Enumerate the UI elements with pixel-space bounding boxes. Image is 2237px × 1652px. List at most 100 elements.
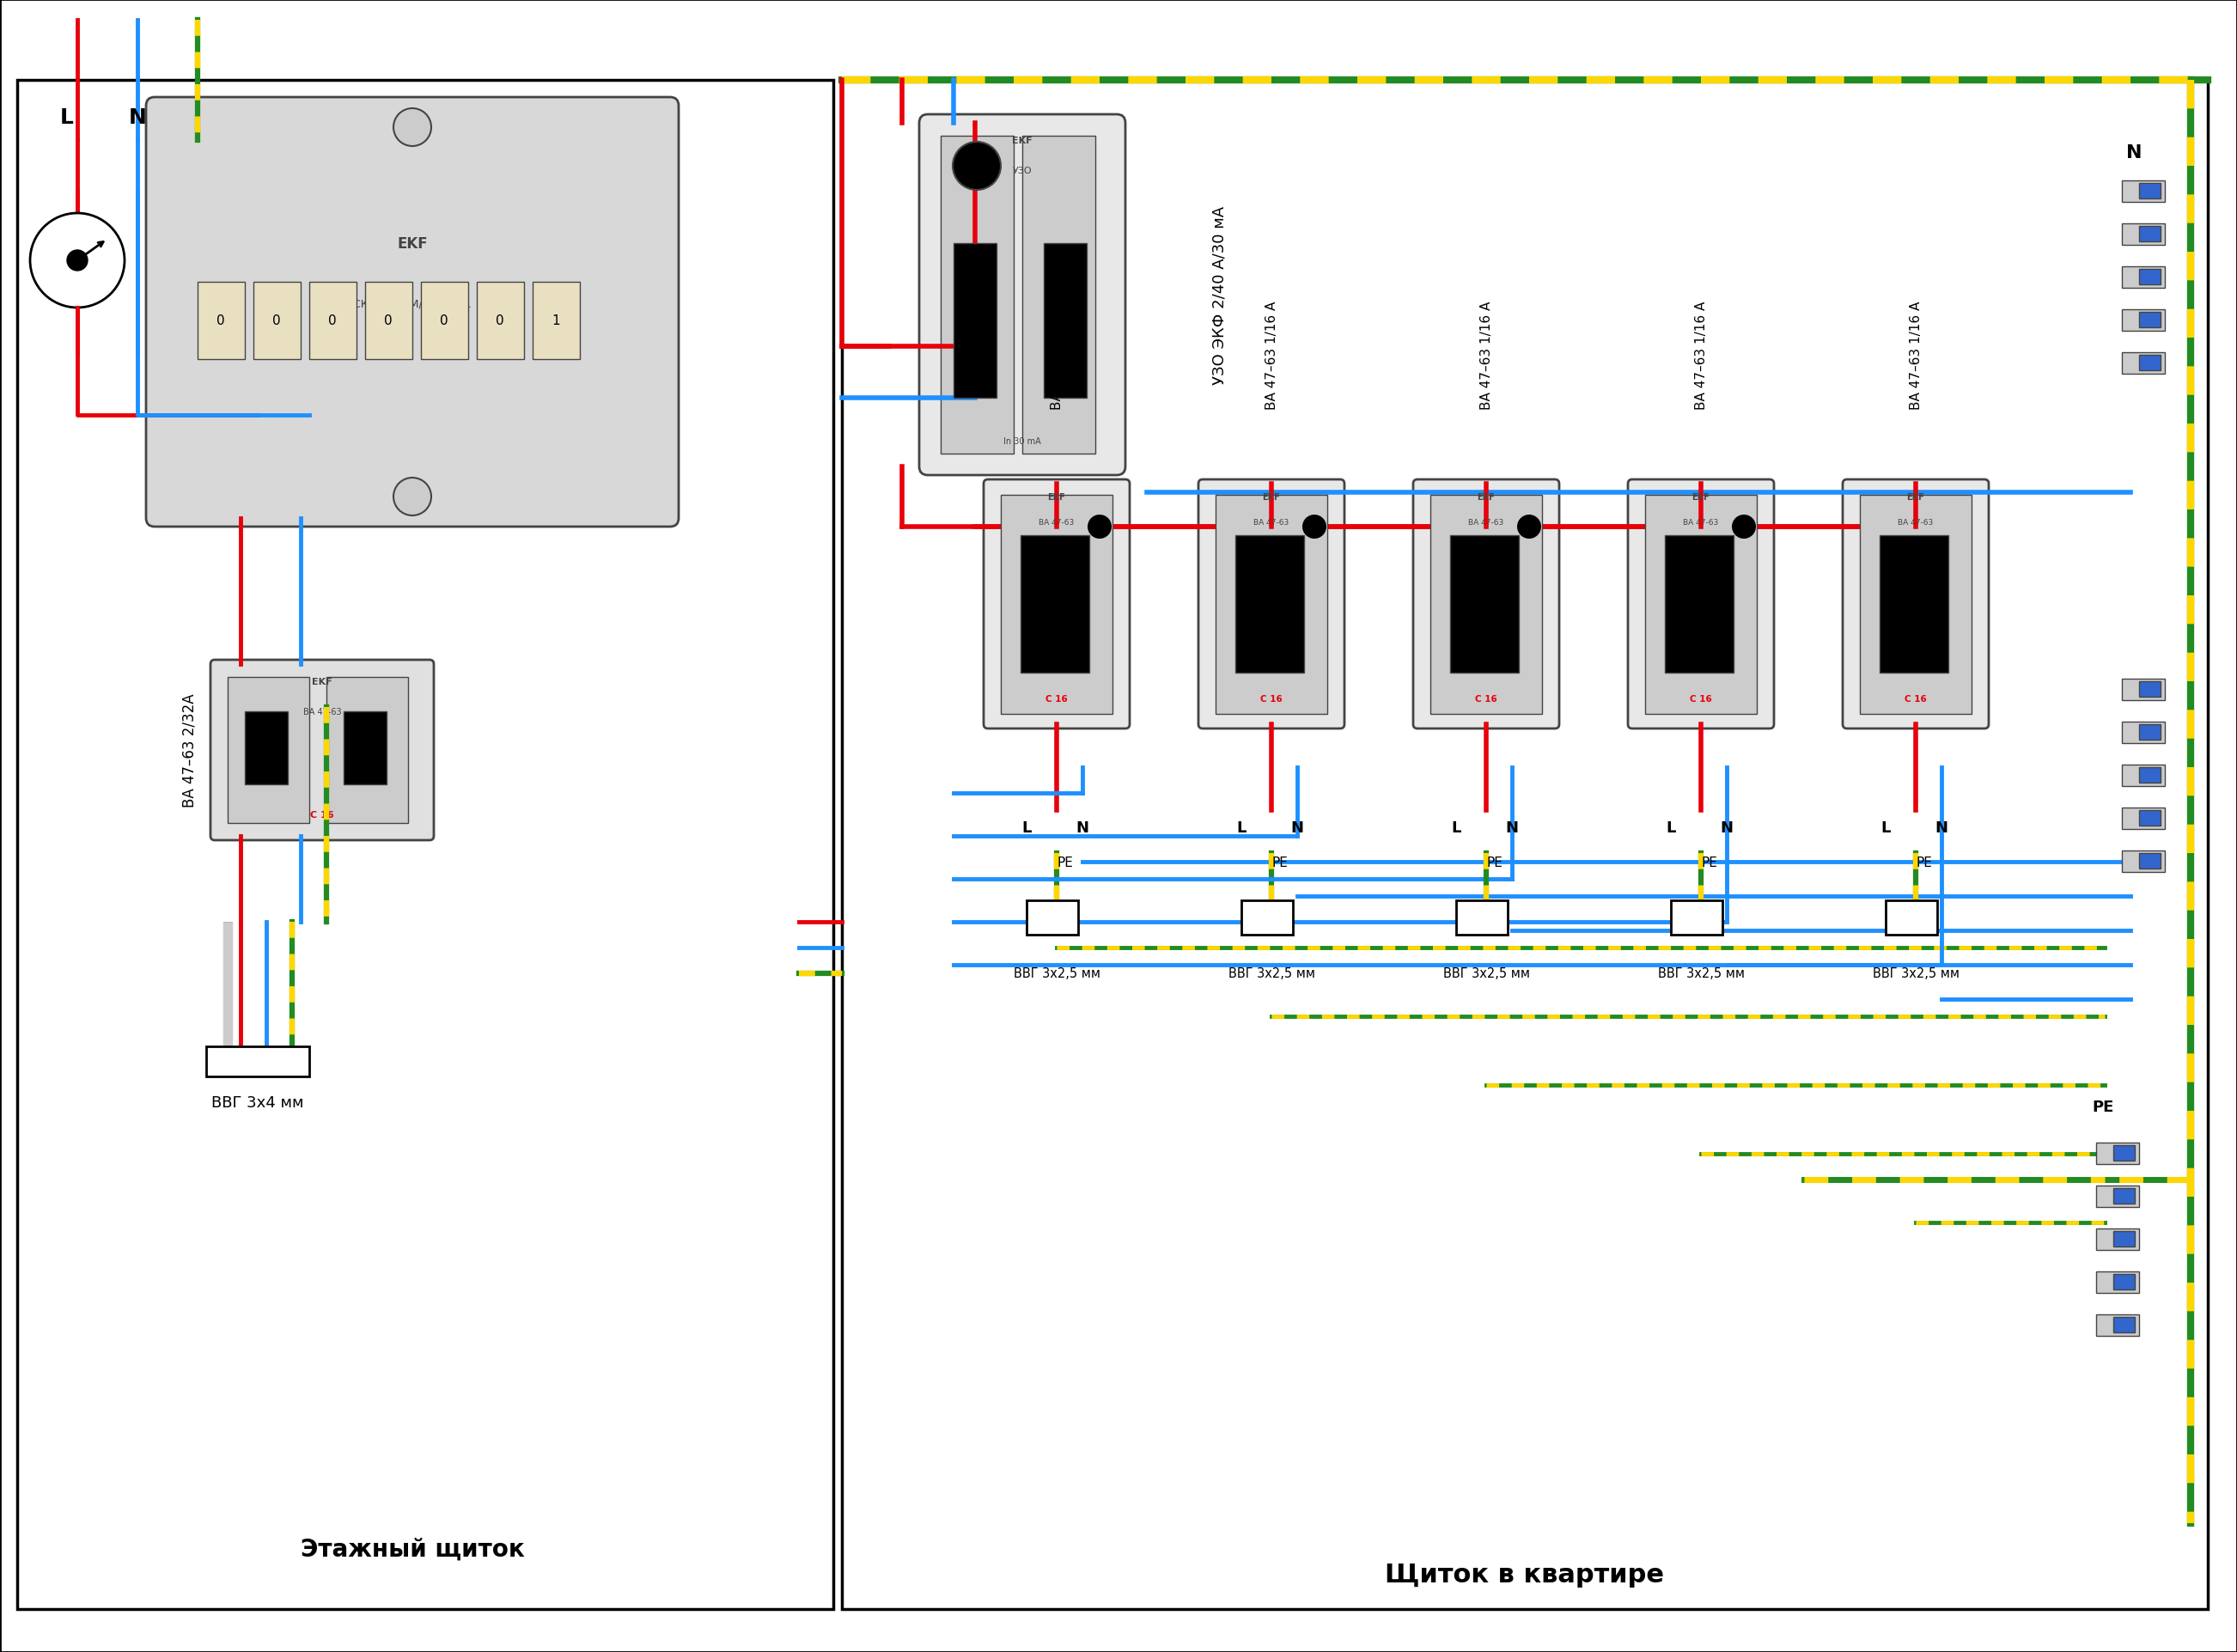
Text: C 16: C 16 (1045, 694, 1067, 704)
Text: L: L (1667, 819, 1676, 836)
FancyBboxPatch shape (210, 661, 434, 841)
Text: ВВГ 3х4 мм: ВВГ 3х4 мм (213, 1095, 304, 1110)
Text: C 16: C 16 (311, 811, 333, 819)
Text: EKF: EKF (396, 236, 427, 251)
Text: L: L (1881, 819, 1890, 836)
FancyBboxPatch shape (1843, 481, 1989, 729)
Bar (2096, 1143, 2139, 1165)
Text: N: N (1506, 819, 1519, 836)
Bar (1879, 535, 1948, 672)
Bar (206, 1047, 309, 1077)
Text: ВА 47–63 1/16 А: ВА 47–63 1/16 А (1264, 301, 1277, 410)
Text: ВВГ 3х2,5 мм: ВВГ 3х2,5 мм (1228, 966, 1315, 980)
Bar (2139, 768, 2161, 783)
Bar (2139, 226, 2161, 243)
Bar (1020, 535, 1089, 672)
Text: ВА 47–63 1/16 А: ВА 47–63 1/16 А (1908, 301, 1922, 410)
Bar (2123, 182, 2165, 203)
Bar (2123, 268, 2165, 289)
Bar (1644, 496, 1756, 714)
Bar (1664, 535, 1734, 672)
Bar (309, 282, 356, 360)
Bar (2123, 225, 2165, 246)
Text: 1: 1 (553, 314, 559, 327)
Circle shape (1087, 515, 1112, 539)
Bar (344, 712, 387, 785)
Text: 0: 0 (273, 314, 282, 327)
Bar (1671, 900, 1722, 935)
FancyBboxPatch shape (1199, 481, 1344, 729)
Circle shape (394, 479, 432, 515)
Bar (1886, 900, 1937, 935)
Bar (2139, 183, 2161, 200)
Text: EKF: EKF (1476, 492, 1494, 502)
Bar (1215, 496, 1327, 714)
Text: 0: 0 (217, 314, 226, 327)
Text: PE: PE (1273, 856, 1289, 869)
Bar (1000, 496, 1112, 714)
Text: ВА 47-63: ВА 47-63 (1253, 519, 1289, 527)
Text: ВА 47-63: ВА 47-63 (1897, 519, 1933, 527)
Text: N: N (2125, 144, 2143, 162)
Text: PE: PE (1058, 856, 1074, 869)
Circle shape (1302, 515, 1327, 539)
Text: PE: PE (2092, 1099, 2114, 1115)
Bar (1027, 900, 1078, 935)
Text: EKF: EKF (311, 677, 333, 686)
Circle shape (29, 213, 125, 309)
Bar (327, 677, 407, 823)
Bar (2096, 1186, 2139, 1208)
Text: ВВГ 3х2,5 мм: ВВГ 3х2,5 мм (1013, 966, 1101, 980)
Text: C 16: C 16 (1689, 694, 1711, 704)
Text: Щиток в квартире: Щиток в квартире (1385, 1563, 1664, 1588)
Text: L: L (1452, 819, 1461, 836)
Bar (841, 81, 2208, 1609)
Text: EKF: EKF (1691, 492, 1709, 502)
Text: УЗО: УЗО (1013, 167, 1031, 175)
Text: L: L (60, 107, 74, 127)
Bar (2114, 1274, 2134, 1290)
Text: ВВГ 3х2,5 мм: ВВГ 3х2,5 мм (1872, 966, 1960, 980)
Bar (421, 282, 468, 360)
Text: EKF: EKF (1906, 492, 1924, 502)
Text: PE: PE (1702, 856, 1718, 869)
Bar (2139, 312, 2161, 329)
Text: ВА 47-63: ВА 47-63 (1038, 519, 1074, 527)
Text: 0: 0 (441, 314, 447, 327)
FancyBboxPatch shape (1414, 481, 1559, 729)
Text: УЗО ЭКФ 2/40 А/30 мА: УЗО ЭКФ 2/40 А/30 мА (1212, 206, 1228, 385)
Text: C 16: C 16 (1259, 694, 1282, 704)
Bar (2123, 722, 2165, 743)
Text: ВА 47–63 1/16 А: ВА 47–63 1/16 А (1049, 301, 1063, 410)
Bar (197, 282, 244, 360)
Bar (2096, 1315, 2139, 1336)
Circle shape (67, 251, 87, 271)
Circle shape (953, 142, 1000, 190)
Text: ВА 47-63: ВА 47-63 (1682, 519, 1718, 527)
Circle shape (1731, 515, 1756, 539)
Bar (2139, 269, 2161, 286)
FancyBboxPatch shape (1629, 481, 1774, 729)
Bar (365, 282, 412, 360)
FancyBboxPatch shape (984, 481, 1130, 729)
FancyBboxPatch shape (919, 116, 1125, 476)
Bar (2114, 1317, 2134, 1333)
Text: 0: 0 (385, 314, 391, 327)
Text: 0: 0 (497, 314, 503, 327)
Text: N: N (1291, 819, 1304, 836)
Text: ВА 47–63 2/32А: ВА 47–63 2/32А (181, 694, 197, 808)
FancyBboxPatch shape (145, 97, 678, 527)
Bar (942, 137, 1013, 454)
Circle shape (394, 109, 432, 147)
Text: N: N (1076, 819, 1089, 836)
Bar (2114, 1145, 2134, 1161)
Text: N: N (1935, 819, 1948, 836)
Bar (2123, 354, 2165, 375)
Text: In 30 mA: In 30 mA (1004, 438, 1040, 446)
Bar (1045, 244, 1087, 398)
Bar (2139, 811, 2161, 826)
Text: 0: 0 (329, 314, 336, 327)
Text: PE: PE (1917, 856, 1933, 869)
Bar (1235, 535, 1304, 672)
Bar (2139, 682, 2161, 697)
